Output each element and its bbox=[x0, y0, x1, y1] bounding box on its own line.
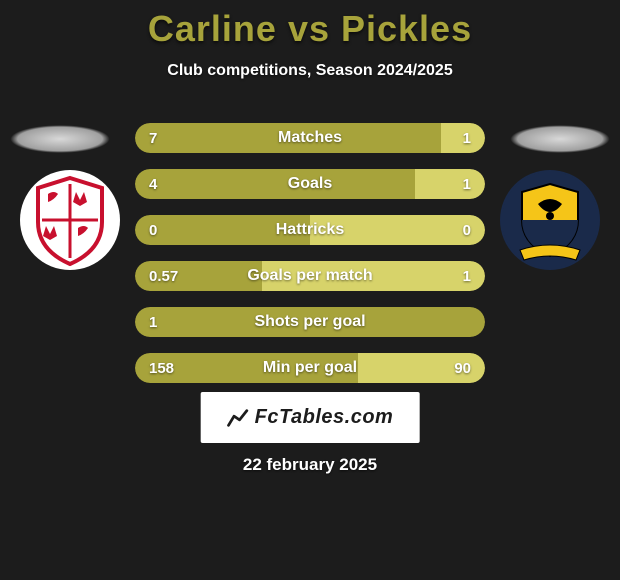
shield-icon bbox=[20, 170, 120, 270]
stats-bars: Matches71Goals41Hattricks00Goals per mat… bbox=[135, 123, 485, 399]
stat-value-right: 90 bbox=[454, 353, 471, 383]
crest-shadow-left bbox=[10, 125, 110, 153]
stat-label: Goals per match bbox=[135, 261, 485, 291]
stat-value-right: 1 bbox=[463, 261, 471, 291]
stat-value-right: 1 bbox=[463, 169, 471, 199]
stat-label: Matches bbox=[135, 123, 485, 153]
stat-value-right: 1 bbox=[463, 123, 471, 153]
branding-text: FcTables.com bbox=[255, 406, 394, 429]
stat-value-left: 0.57 bbox=[149, 261, 178, 291]
stat-value-right: 0 bbox=[463, 215, 471, 245]
shield-icon bbox=[500, 170, 600, 270]
stat-label: Hattricks bbox=[135, 215, 485, 245]
branding-badge: FcTables.com bbox=[201, 392, 420, 443]
stat-row: Min per goal158 90 bbox=[135, 353, 485, 383]
stat-value-left: 1 bbox=[149, 307, 157, 337]
subtitle: Club competitions, Season 2024/2025 bbox=[0, 62, 620, 80]
stat-row: Goals per match0.57 1 bbox=[135, 261, 485, 291]
stat-value-left: 0 bbox=[149, 215, 157, 245]
stat-label: Shots per goal bbox=[135, 307, 485, 337]
stat-row: Matches7 1 bbox=[135, 123, 485, 153]
chart-icon bbox=[227, 407, 249, 429]
page-title: Carline vs Pickles bbox=[0, 0, 620, 50]
stat-value-left: 4 bbox=[149, 169, 157, 199]
stat-row: Goals4 1 bbox=[135, 169, 485, 199]
stat-row: Shots per goal1 bbox=[135, 307, 485, 337]
team-crest-left bbox=[20, 170, 120, 270]
crest-shadow-right bbox=[510, 125, 610, 153]
team-crest-right bbox=[500, 170, 600, 270]
stat-label: Min per goal bbox=[135, 353, 485, 383]
stat-row: Hattricks0 0 bbox=[135, 215, 485, 245]
stat-label: Goals bbox=[135, 169, 485, 199]
stat-value-left: 7 bbox=[149, 123, 157, 153]
date-text: 22 february 2025 bbox=[0, 455, 620, 475]
stat-value-left: 158 bbox=[149, 353, 174, 383]
